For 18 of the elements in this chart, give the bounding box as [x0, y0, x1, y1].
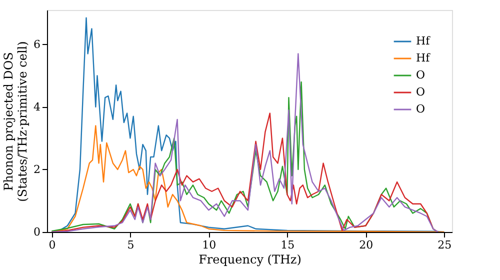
- legend-label: Hf: [416, 52, 431, 64]
- line-series: [51, 53, 438, 232]
- y-tick-label: 4: [34, 100, 40, 114]
- y-tick-label: 6: [34, 38, 40, 51]
- y-axis-title: Phonon projected DOS (States/THz·primitive cell): [2, 41, 30, 202]
- x-axis-title: Frequency (THz): [198, 252, 302, 266]
- x-tick-label: 20: [359, 238, 374, 252]
- x-tick-label: 15: [280, 238, 295, 252]
- x-tick-label: 5: [127, 238, 134, 252]
- legend-label: O: [416, 102, 426, 116]
- x-tick-label: 25: [438, 238, 452, 252]
- legend-label: O: [416, 68, 426, 82]
- legend-label: O: [416, 86, 426, 98]
- y-tick-label: 2: [34, 162, 40, 176]
- legend-label: Hf: [416, 34, 431, 48]
- x-tick-label: 10: [202, 238, 216, 252]
- y-tick-label: 0: [34, 226, 40, 238]
- x-tick-label: 0: [48, 238, 56, 252]
